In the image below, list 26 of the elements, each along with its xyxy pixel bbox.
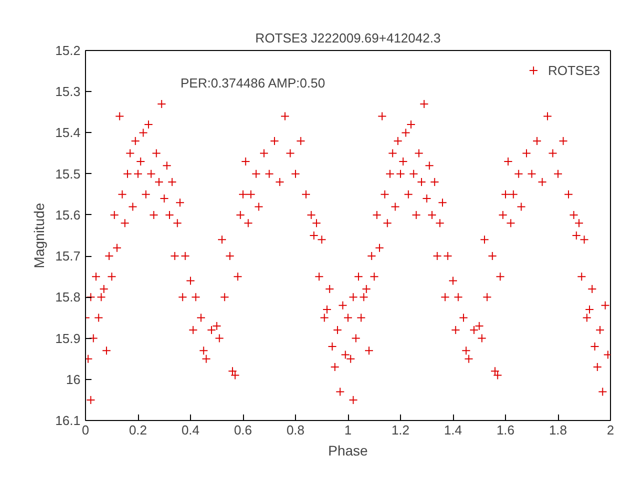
y-tick-label: 16	[66, 372, 81, 387]
x-tick-label: 0.2	[128, 422, 148, 438]
y-tick-label: 15.5	[55, 166, 81, 182]
x-tick-label: 1.4	[444, 422, 462, 438]
x-tick-label: 1.2	[391, 422, 410, 438]
x-tick-label: 0.8	[286, 422, 305, 438]
y-tick-label: 15.2	[55, 43, 81, 58]
chart-title: ROTSE3 J222009.69+412042.3	[255, 30, 441, 46]
y-axis-title: Magnitude	[31, 202, 48, 268]
x-axis-title: Phase	[328, 442, 368, 458]
x-tick-label: 0.6	[234, 422, 252, 438]
x-tick-label: 1.8	[548, 422, 568, 438]
y-tick-label: 15.9	[55, 330, 81, 346]
y-tick-label: 15.4	[55, 125, 81, 140]
y-tick-label: 16.1	[55, 413, 81, 428]
x-tick-label: 1	[344, 422, 352, 438]
annotation: PER:0.374486 AMP:0.50	[180, 76, 326, 90]
y-tick-label: 15.3	[55, 84, 81, 100]
legend-label: ROTSE3	[548, 62, 600, 78]
x-tick-label: 0	[82, 422, 90, 438]
x-tick-label: 2	[606, 422, 614, 438]
x-tick-label: 1.6	[496, 422, 515, 438]
y-tick-label: 15.6	[55, 207, 81, 222]
x-tick-label: 0.4	[181, 422, 200, 438]
y-tick-label: 15.8	[55, 290, 81, 305]
y-tick-label: 15.7	[55, 248, 81, 264]
